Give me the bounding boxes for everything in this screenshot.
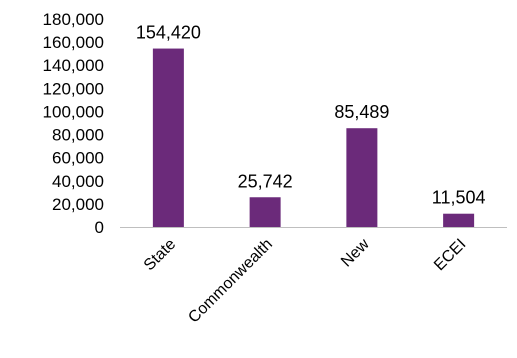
category-labels: State Commonwealth New ECEI [141, 235, 470, 326]
y-tick-label: 100,000 [43, 102, 104, 121]
bar [443, 213, 475, 227]
category-label: New [338, 235, 373, 270]
y-tick-label: 120,000 [43, 79, 104, 98]
data-labels: 154,420 25,742 85,489 11,504 [136, 23, 486, 208]
bar [152, 48, 184, 227]
data-label: 154,420 [136, 23, 201, 43]
y-tick-label: 40,000 [52, 172, 104, 191]
y-tick-label: 60,000 [52, 149, 104, 168]
y-tick-label: 160,000 [43, 33, 104, 52]
y-tick-label: 0 [95, 218, 104, 237]
data-label: 85,489 [334, 102, 389, 122]
y-tick-label: 180,000 [43, 10, 104, 29]
y-tick-label: 20,000 [52, 195, 104, 214]
category-label: State [141, 236, 180, 275]
y-tick-label: 140,000 [43, 56, 104, 75]
y-tick-label: 80,000 [52, 126, 104, 145]
data-label: 25,742 [238, 171, 293, 191]
bar [249, 197, 281, 227]
data-label: 11,504 [432, 188, 486, 208]
bar [346, 128, 378, 227]
y-axis-ticks: 0 20,000 40,000 60,000 80,000 100,000 120,000 1… [43, 10, 104, 237]
bars [152, 48, 475, 227]
category-label: Commonwealth [185, 236, 276, 327]
category-label: ECEI [431, 236, 469, 274]
